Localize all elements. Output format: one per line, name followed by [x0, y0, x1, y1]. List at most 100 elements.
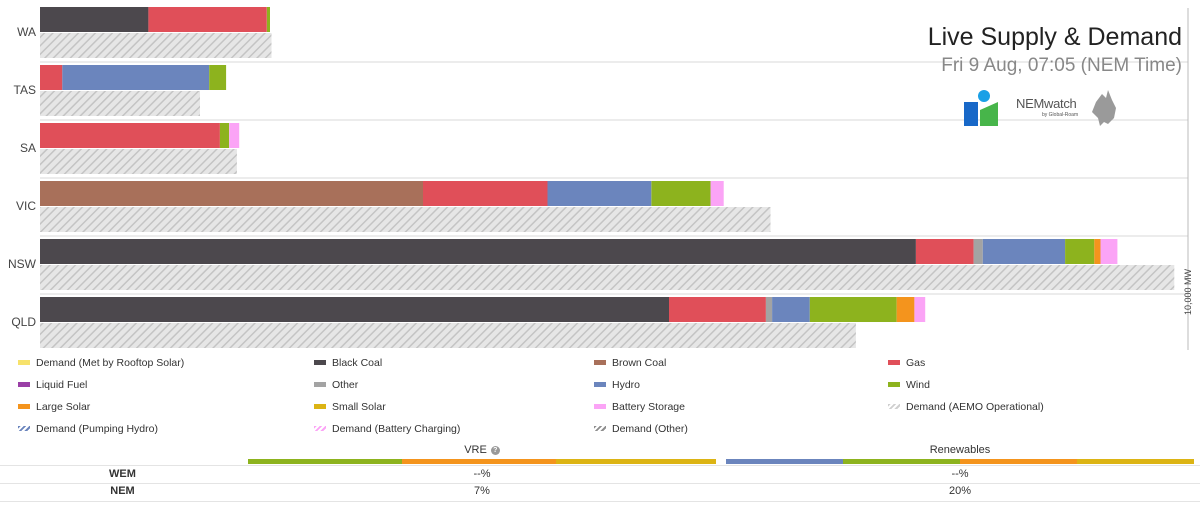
legend-label: Other [332, 379, 359, 391]
legend-label: Demand (AEMO Operational) [906, 401, 1044, 413]
legend-swatch [314, 403, 326, 409]
bar-nsw-black-coal [40, 239, 916, 264]
row-region: NEM [110, 485, 135, 497]
table-row: NEM 7% 20% [0, 485, 1200, 500]
legend-swatch [18, 381, 30, 387]
table-divider [0, 465, 1200, 466]
bar-nsw-hydro [982, 239, 1066, 264]
legend-item-wind[interactable]: Wind [888, 378, 930, 392]
legend-swatch [888, 381, 900, 387]
table-divider [0, 501, 1200, 502]
australia-map-icon [1092, 90, 1116, 126]
bar-wa-wind [266, 7, 270, 32]
chart-legend: Demand (Met by Rooftop Solar) Black Coal B… [18, 356, 1198, 440]
bar-vic-wind [651, 181, 711, 206]
renewables-summary-table: VRE? Renewables WEM --% --% NEM 7% 20% [0, 440, 1200, 506]
scale-label: 10,000 MW [1183, 268, 1193, 315]
legend-swatch [594, 359, 606, 365]
region-label-nsw: NSW [8, 257, 37, 271]
legend-item-small-solar[interactable]: Small Solar [314, 400, 386, 414]
region-label-vic: VIC [16, 199, 36, 213]
bar-qld-battery-storage [914, 297, 926, 322]
legend-item-battery-storage[interactable]: Battery Storage [594, 400, 685, 414]
bar-sa-gas [40, 123, 220, 148]
legend-item-other[interactable]: Other [314, 378, 358, 392]
bar-qld-wind [809, 297, 897, 322]
legend-label: Brown Coal [612, 357, 667, 369]
help-icon[interactable]: ? [490, 445, 500, 455]
bar-vic-gas [423, 181, 548, 206]
legend-label: Liquid Fuel [36, 379, 88, 391]
legend-item-gas[interactable]: Gas [888, 356, 925, 370]
bar-qld-black-coal [40, 297, 669, 322]
legend-item-demand-battery-charging[interactable]: Demand (Battery Charging) [314, 422, 460, 436]
legend-label: Demand (Pumping Hydro) [36, 423, 158, 435]
legend-item-demand-aemo-operational[interactable]: Demand (AEMO Operational) [888, 400, 1044, 414]
nemwatch-logo-text: NEMwatch [1016, 96, 1077, 111]
row-renewables: --% [951, 468, 969, 480]
bar-tas-hydro [62, 65, 210, 90]
legend-item-large-solar[interactable]: Large Solar [18, 400, 90, 414]
legend-swatch [18, 359, 30, 365]
chart-title-block: Live Supply & Demand Fri 9 Aug, 07:05 (N… [928, 22, 1182, 78]
bar-sa-battery-storage [229, 123, 240, 148]
legend-label: Large Solar [36, 401, 91, 413]
legend-item-brown-coal[interactable]: Brown Coal [594, 356, 666, 370]
bar-nsw-other [973, 239, 983, 264]
table-row: WEM --% --% [0, 468, 1200, 483]
chart-title: Live Supply & Demand [927, 23, 1182, 51]
vre-colorbar [248, 459, 716, 464]
legend-label: Demand (Battery Charging) [332, 423, 461, 435]
bar-wa-demand [40, 33, 272, 58]
region-label-tas: TAS [14, 83, 36, 97]
bar-qld-large-solar [896, 297, 915, 322]
bar-vic-demand [40, 207, 771, 232]
region-label-wa: WA [17, 25, 36, 39]
legend-swatch [314, 425, 326, 431]
bar-qld-demand [40, 323, 856, 348]
legend-item-black-coal[interactable]: Black Coal [314, 356, 382, 370]
bar-sa-wind [219, 123, 230, 148]
legend-label: Black Coal [332, 357, 383, 369]
legend-label: Demand (Met by Rooftop Solar) [36, 357, 185, 369]
legend-swatch [888, 359, 900, 365]
renewables-colorbar [726, 459, 1194, 464]
legend-swatch [888, 403, 900, 409]
logo-area: NEMwatch by Global-Roam [962, 88, 1122, 130]
bar-tas-wind [209, 65, 227, 90]
bar-qld-other [765, 297, 773, 322]
bar-vic-hydro [547, 181, 652, 206]
legend-swatch [594, 425, 606, 431]
bar-nsw-demand [40, 265, 1175, 290]
legend-swatch [594, 403, 606, 409]
region-label-sa: SA [20, 141, 36, 155]
renewables-header: Renewables [929, 444, 991, 456]
bar-vic-battery-storage [710, 181, 724, 206]
legend-swatch [18, 425, 30, 431]
legend-item-demand-pumping-hydro[interactable]: Demand (Pumping Hydro) [18, 422, 158, 436]
chart-subtitle: Fri 9 Aug, 07:05 (NEM Time) [941, 55, 1182, 76]
legend-label: Wind [906, 379, 930, 391]
bar-nsw-gas [915, 239, 974, 264]
legend-item-hydro[interactable]: Hydro [594, 378, 640, 392]
vre-header: VRE? [248, 444, 716, 456]
plot-area: WA TAS SA VIC NSW QLD [8, 7, 1188, 348]
bar-nsw-large-solar [1094, 239, 1101, 264]
table-divider [0, 483, 1200, 484]
bar-qld-gas [669, 297, 766, 322]
legend-swatch [314, 359, 326, 365]
legend-swatch [594, 381, 606, 387]
vre-header-label: VRE [464, 444, 487, 456]
legend-swatch [18, 403, 30, 409]
legend-item-liquid-fuel[interactable]: Liquid Fuel [18, 378, 87, 392]
region-label-qld: QLD [11, 315, 36, 329]
legend-item-demand-other[interactable]: Demand (Other) [594, 422, 688, 436]
row-vre: 7% [474, 485, 490, 497]
legend-item-demand-met-by-rooftop-solar[interactable]: Demand (Met by Rooftop Solar) [18, 356, 184, 370]
legend-swatch [314, 381, 326, 387]
bar-wa-black-coal [40, 7, 149, 32]
bar-nsw-wind [1065, 239, 1095, 264]
legend-label: Hydro [612, 379, 641, 391]
global-roam-logo-icon [964, 90, 998, 126]
bar-tas-gas [40, 65, 63, 90]
